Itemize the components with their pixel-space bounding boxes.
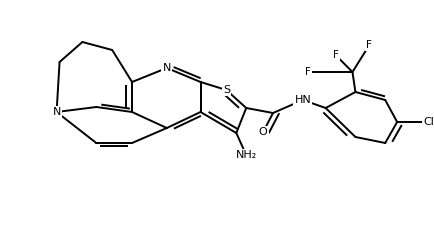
Text: F: F xyxy=(332,50,338,60)
Text: F: F xyxy=(365,40,372,50)
Text: HN: HN xyxy=(294,95,310,105)
Text: N: N xyxy=(162,63,171,73)
Text: Cl: Cl xyxy=(422,117,433,127)
Text: N: N xyxy=(52,107,61,117)
Text: O: O xyxy=(258,127,267,137)
Text: S: S xyxy=(222,85,230,95)
Text: NH₂: NH₂ xyxy=(235,150,256,160)
Text: F: F xyxy=(304,67,310,77)
